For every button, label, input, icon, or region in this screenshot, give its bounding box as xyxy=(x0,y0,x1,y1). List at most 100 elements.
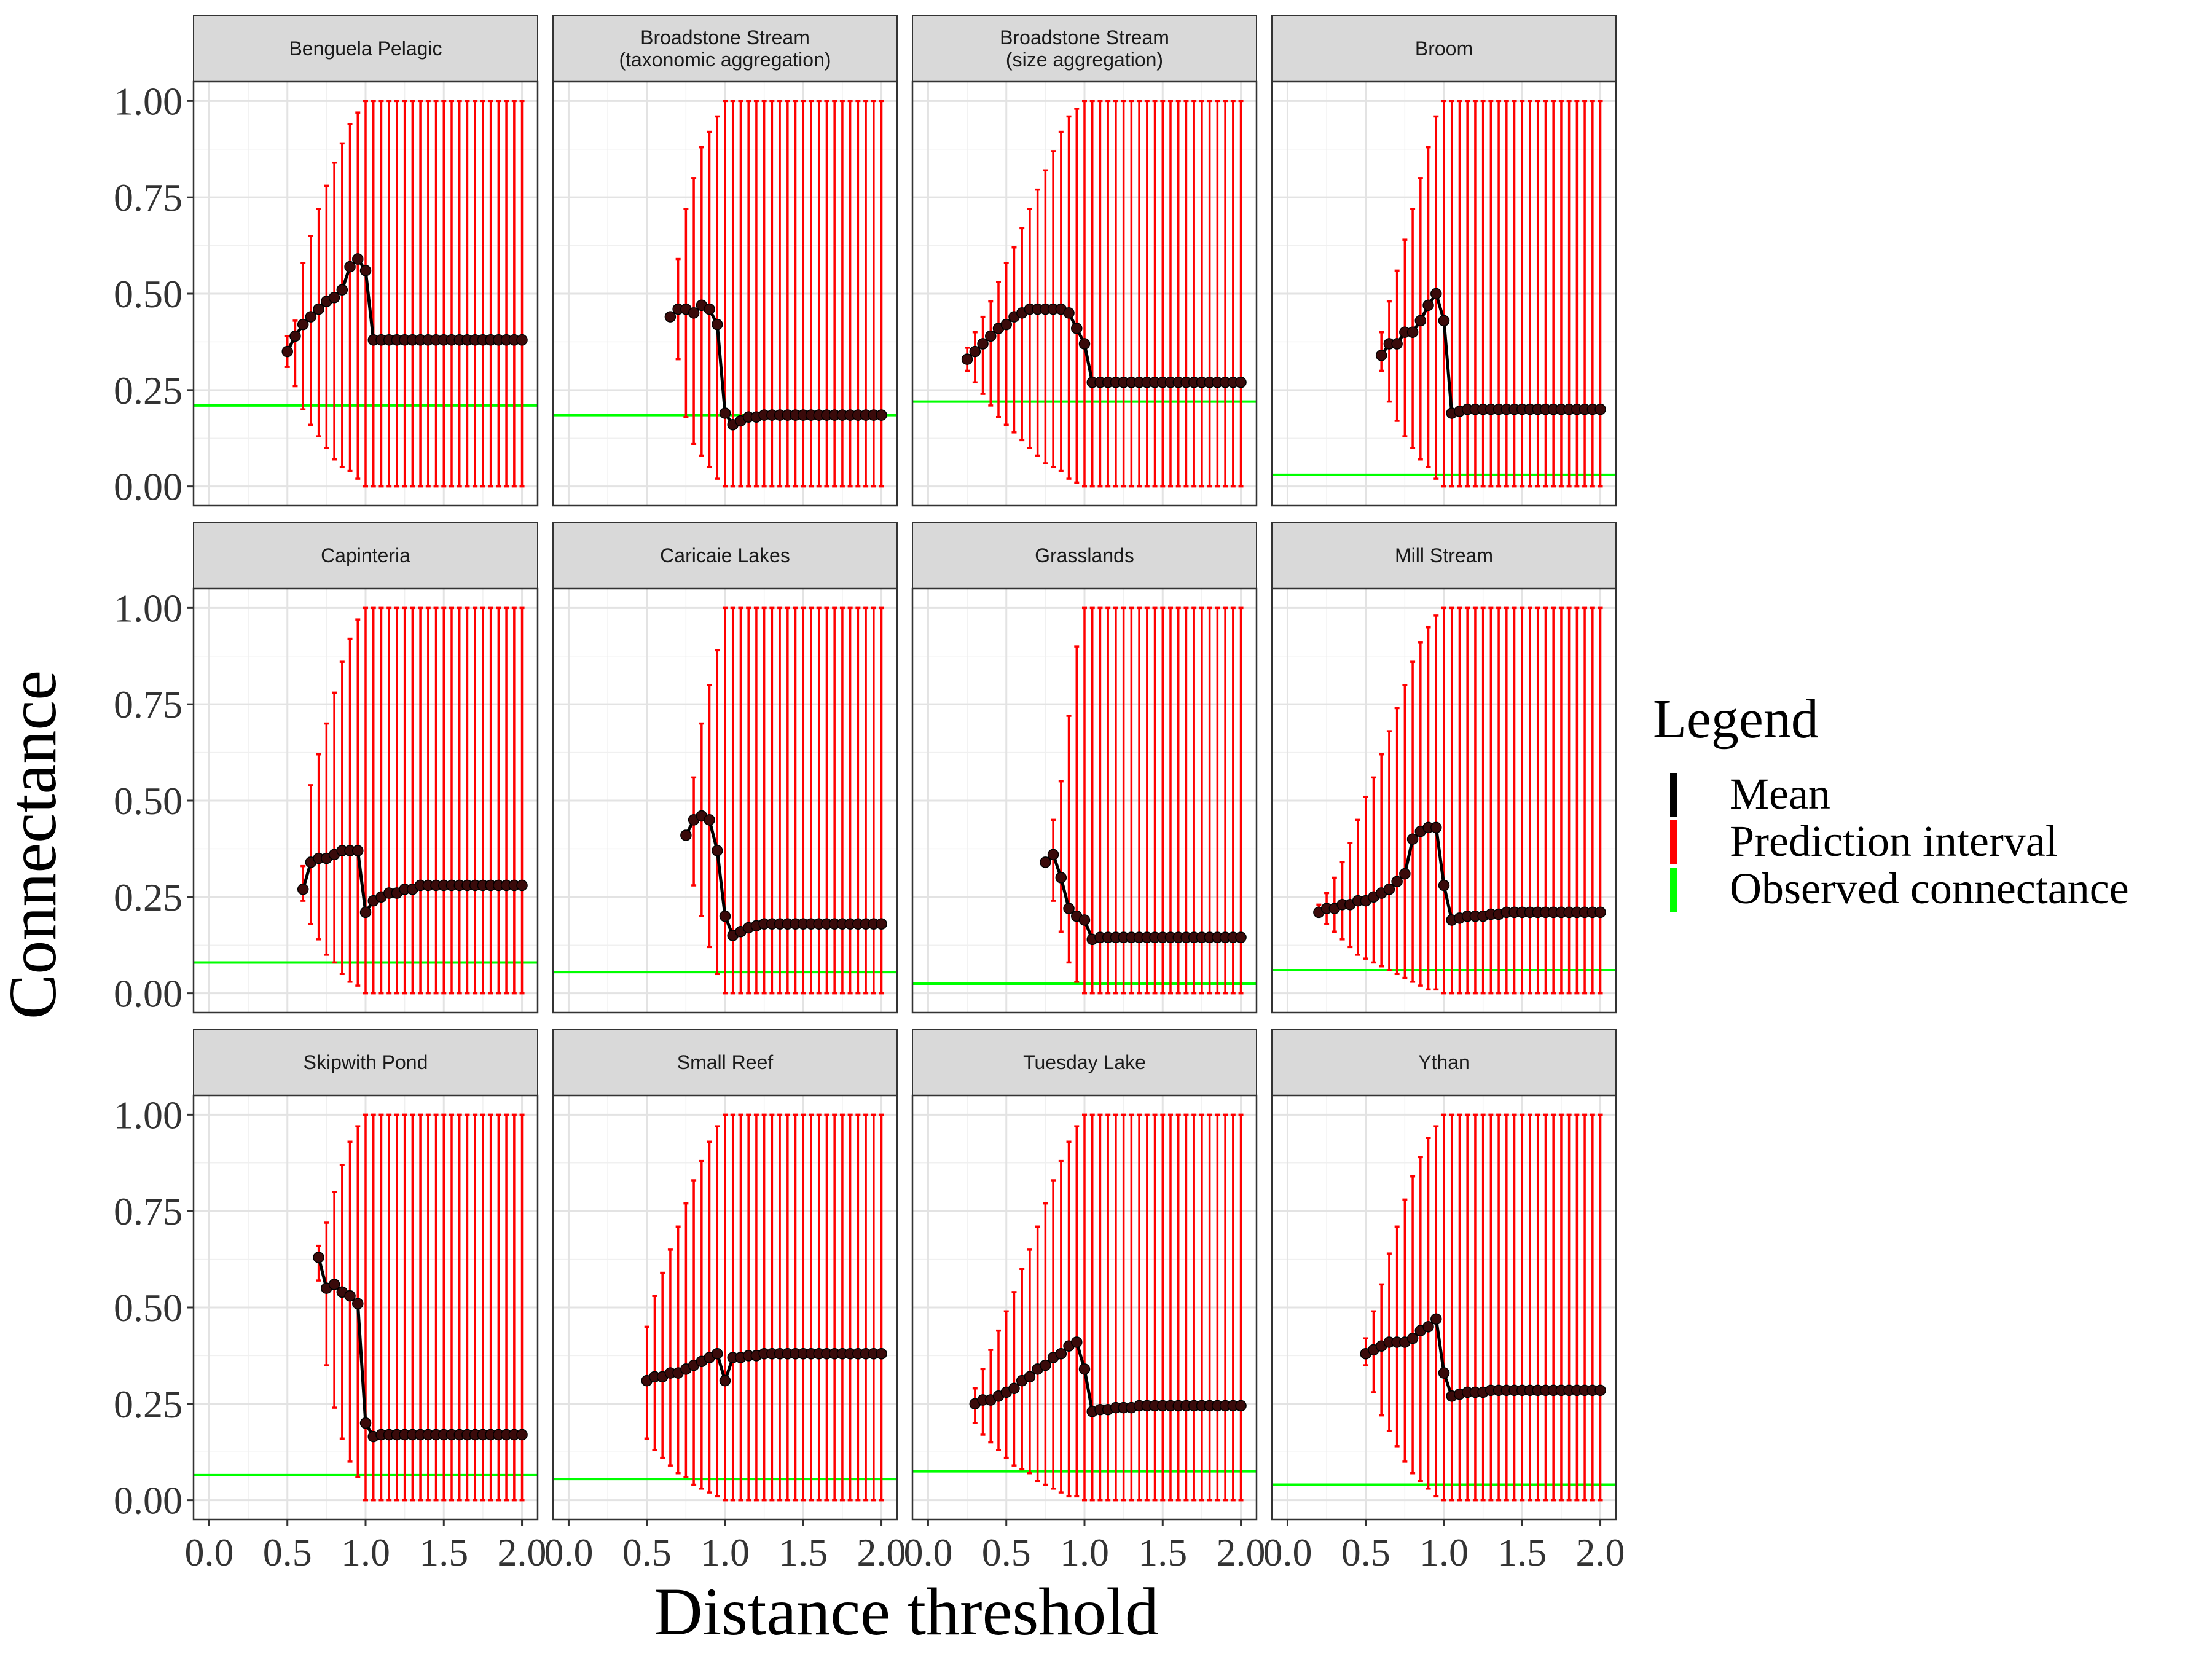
mean-point xyxy=(328,1279,340,1290)
mean-point xyxy=(359,906,372,919)
mean-point xyxy=(1406,1332,1419,1344)
panel-border xyxy=(552,80,898,507)
y-tick-label: 0.50 xyxy=(114,779,182,823)
facet-title: Mill Stream xyxy=(1395,544,1493,566)
x-tick-label: 1.0 xyxy=(1060,1531,1109,1574)
facet-panel: Tuesday Lake 0.0 0.5 1.0 1.5 2.0 xyxy=(903,1029,1266,1574)
mean-point xyxy=(1040,1359,1051,1371)
legend-key xyxy=(1670,773,1677,817)
mean-point xyxy=(352,253,364,265)
mean-point xyxy=(1000,318,1012,331)
mean-point xyxy=(1063,903,1075,914)
mean-point xyxy=(344,1290,356,1302)
mean-point xyxy=(328,292,340,304)
mean-point xyxy=(1063,307,1075,319)
mean-point xyxy=(1438,879,1450,892)
facet-panel: Grasslands xyxy=(911,522,1258,1014)
panel-border xyxy=(1271,80,1617,507)
mean-point xyxy=(688,307,700,319)
x-tick-label: 0.5 xyxy=(1341,1531,1390,1574)
facet-title: (taxonomic aggregation) xyxy=(619,49,831,71)
mean-point xyxy=(313,303,324,315)
mean-point xyxy=(876,409,887,421)
y-tick-label: 0.25 xyxy=(114,369,182,412)
mean-point xyxy=(1438,315,1450,327)
mean-point xyxy=(704,303,715,315)
mean-point xyxy=(305,311,317,323)
facet-panels: Benguela Pelagic 0.00 0.25 0.50 0.75 1.00 Broa… xyxy=(114,15,1625,1574)
facet-strip xyxy=(193,15,538,82)
x-tick-label: 0.5 xyxy=(263,1531,312,1574)
x-tick-label: 1.5 xyxy=(1138,1531,1187,1574)
facet-panel: Skipwith Pond 0.00 0.25 0.50 0.75 1.00 0.0 0.5 1… xyxy=(114,1029,547,1574)
facet-title: Tuesday Lake xyxy=(1023,1051,1146,1073)
mean-point xyxy=(1071,1336,1083,1348)
facet-panel: Caricaie Lakes xyxy=(552,522,898,1014)
mean-point xyxy=(297,884,309,895)
mean-point xyxy=(1414,315,1427,327)
mean-point xyxy=(359,265,372,276)
mean-point xyxy=(680,829,692,841)
mean-point xyxy=(352,845,364,856)
mean-point xyxy=(1047,849,1059,861)
mean-point xyxy=(876,918,887,930)
mean-point xyxy=(1008,1382,1020,1394)
mean-point xyxy=(664,311,677,323)
mean-point xyxy=(336,284,348,296)
mean-point xyxy=(1055,1348,1067,1360)
mean-point xyxy=(516,1429,528,1441)
facet-title: Broadstone Stream xyxy=(1000,26,1169,49)
mean-point xyxy=(1375,350,1387,361)
facet-title: Broadstone Stream xyxy=(640,26,810,49)
mean-point xyxy=(1430,821,1442,834)
mean-point xyxy=(969,345,981,358)
y-tick-label: 1.00 xyxy=(114,586,182,630)
facet-title: Benguela Pelagic xyxy=(289,37,442,60)
mean-point xyxy=(297,318,309,331)
facet-strip xyxy=(1271,1029,1617,1096)
facet-strip xyxy=(912,15,1257,82)
mean-point xyxy=(1383,884,1395,895)
x-tick-label: 0.0 xyxy=(184,1531,233,1574)
facet-panel: Benguela Pelagic 0.00 0.25 0.50 0.75 1.00 xyxy=(114,15,539,509)
facet-strip xyxy=(552,522,898,589)
facet-title: Small Reef xyxy=(677,1051,774,1073)
facet-title: Caricaie Lakes xyxy=(660,544,790,566)
mean-point xyxy=(1594,403,1606,415)
x-tick-label: 2.0 xyxy=(498,1531,547,1574)
mean-point xyxy=(1078,1363,1091,1375)
mean-point xyxy=(1040,856,1051,868)
y-tick-label: 0.00 xyxy=(114,465,182,509)
panel-border xyxy=(911,587,1258,1014)
mean-point xyxy=(1391,876,1403,887)
legend-key xyxy=(1670,868,1677,912)
y-tick-label: 0.25 xyxy=(114,876,182,919)
mean-point xyxy=(1071,323,1083,334)
facet-strip xyxy=(552,15,898,82)
mean-point xyxy=(1399,868,1411,880)
y-tick-label: 0.25 xyxy=(114,1382,182,1426)
mean-point xyxy=(1594,1384,1606,1397)
y-tick-label: 0.50 xyxy=(114,272,182,316)
facet-strip xyxy=(193,522,538,589)
x-tick-label: 0.5 xyxy=(622,1531,672,1574)
legend-title: Legend xyxy=(1653,689,1819,750)
x-tick-label: 2.0 xyxy=(857,1531,906,1574)
mean-point xyxy=(289,330,301,342)
y-tick-label: 0.00 xyxy=(114,1479,182,1523)
facet-panel: Broadstone Stream(size aggregation) xyxy=(911,15,1258,507)
legend-label: Mean xyxy=(1730,769,1830,818)
mean-point xyxy=(516,334,528,346)
mean-point xyxy=(1438,1367,1450,1379)
x-tick-label: 1.5 xyxy=(1497,1531,1547,1574)
mean-point xyxy=(712,1348,723,1360)
mean-point xyxy=(1024,1371,1036,1383)
x-tick-label: 0.0 xyxy=(903,1531,952,1574)
facet-title: Skipwith Pond xyxy=(304,1051,428,1073)
x-tick-label: 0.5 xyxy=(982,1531,1031,1574)
mean-point xyxy=(719,407,731,419)
mean-point xyxy=(712,318,723,331)
x-tick-label: 1.0 xyxy=(700,1531,750,1574)
